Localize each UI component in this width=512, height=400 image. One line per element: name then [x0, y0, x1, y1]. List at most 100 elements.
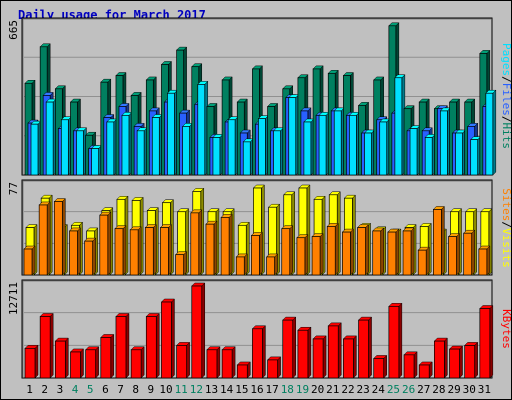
day-label-29: 29 — [447, 383, 460, 396]
kbytes-bar-day-9-side — [156, 312, 160, 379]
sites-bar-day-7 — [114, 228, 124, 276]
pages-bar-day-16 — [258, 118, 266, 176]
pages-bar-day-14 — [227, 119, 236, 176]
kbytes-bar-day-19-side — [307, 326, 312, 379]
day-label-10: 10 — [159, 383, 172, 396]
pages-bar-day-1 — [30, 123, 39, 176]
sites-bar-day-10 — [160, 227, 169, 276]
pages-bar-day-4 — [76, 130, 84, 176]
day-label-26: 26 — [402, 383, 415, 396]
day-label-20: 20 — [311, 383, 324, 396]
day-label-30: 30 — [463, 383, 476, 396]
pages-bar-day-21 — [333, 110, 342, 176]
pages-bar-day-2 — [45, 101, 54, 176]
kbytes-bar-day-15 — [236, 364, 248, 379]
kbytes-bar-day-30 — [464, 345, 476, 379]
sites-bar-day-15-side — [244, 253, 248, 276]
kbytes-bar-day-11 — [176, 345, 187, 379]
day-label-7: 7 — [117, 383, 124, 396]
sites-bar-day-23 — [357, 227, 366, 276]
sites-bar-day-7-side — [122, 225, 127, 276]
kbytes-bar-day-23 — [358, 319, 369, 379]
kbytes-bar-day-27 — [418, 364, 430, 379]
sites-bar-day-3-side — [62, 197, 66, 276]
sites-bar-day-18 — [281, 228, 291, 276]
day-label-6: 6 — [102, 383, 109, 396]
sites-bar-day-28-side — [441, 205, 445, 276]
day-label-8: 8 — [132, 383, 139, 396]
kbytes-bar-day-25 — [388, 305, 400, 379]
kbytes-bar-day-24 — [373, 358, 385, 379]
pages-bar-day-28 — [440, 110, 448, 176]
kbytes-bar-day-17-side — [277, 356, 281, 379]
sites-bar-day-29-side — [456, 232, 460, 276]
kbytes-bar-day-21-side — [337, 322, 342, 379]
sites-bar-day-12 — [190, 212, 200, 276]
pages-bar-day-3 — [60, 119, 69, 176]
pages-bar-day-24 — [379, 121, 388, 176]
pages-bar-day-31-side — [492, 89, 497, 176]
day-label-5: 5 — [87, 383, 94, 396]
kbytes-bar-day-19 — [297, 329, 309, 379]
sites-bar-day-17 — [266, 256, 275, 276]
sites-bar-day-20 — [311, 236, 321, 276]
right-label-sites-visits-part: Sites — [500, 188, 512, 221]
sites-bar-day-30-side — [471, 229, 475, 276]
sites-bar-day-25 — [387, 231, 397, 276]
kbytes-bar-day-14-side — [231, 346, 236, 379]
right-label-sites-visits-part: / — [500, 221, 512, 228]
day-label-24: 24 — [372, 383, 386, 396]
sites-bar-day-5 — [84, 240, 93, 276]
kbytes-bar-day-3-side — [65, 337, 69, 379]
panel-3-ymax-label: 12711 — [7, 282, 20, 315]
kbytes-bar-day-6 — [100, 337, 112, 379]
kbytes-bar-day-1-side — [34, 344, 39, 379]
kbytes-bar-day-21 — [327, 325, 339, 379]
kbytes-bar-day-7-side — [125, 312, 130, 379]
pages-bar-day-20 — [318, 114, 327, 176]
day-label-1: 1 — [26, 383, 33, 396]
pages-bar-day-13 — [212, 137, 221, 176]
kbytes-bar-day-29-side — [459, 345, 463, 379]
kbytes-bar-day-2 — [39, 316, 51, 379]
sites-bar-day-8-side — [137, 226, 142, 276]
sites-bar-day-23-side — [365, 223, 369, 276]
sites-bar-day-6 — [99, 214, 109, 276]
sites-bar-day-31 — [478, 248, 488, 276]
kbytes-bar-day-22-side — [353, 335, 357, 379]
kbytes-bar-day-3 — [54, 340, 66, 379]
sites-bar-day-26-side — [410, 227, 415, 276]
pages-bar-day-30 — [470, 139, 479, 176]
kbytes-bar-day-13 — [206, 349, 218, 379]
kbytes-bar-day-8 — [130, 349, 142, 379]
sites-bar-day-29 — [448, 236, 457, 276]
kbytes-bar-day-13-side — [216, 346, 221, 379]
day-label-2: 2 — [41, 383, 48, 396]
kbytes-bar-day-31 — [479, 308, 491, 379]
day-label-23: 23 — [357, 383, 370, 396]
day-label-9: 9 — [148, 383, 155, 396]
kbytes-bar-day-9 — [145, 316, 157, 379]
kbytes-bar-day-14 — [221, 349, 233, 379]
sites-bar-day-16-side — [259, 231, 263, 276]
kbytes-bar-day-8-side — [140, 346, 145, 379]
pages-bar-day-29 — [455, 132, 463, 176]
pages-bar-day-18 — [288, 97, 297, 176]
sites-bar-day-5-side — [92, 237, 96, 276]
kbytes-bar-day-20 — [312, 338, 324, 379]
sites-bar-day-20-side — [319, 232, 324, 276]
kbytes-bar-day-29 — [449, 348, 460, 379]
day-label-15: 15 — [235, 383, 248, 396]
sites-bar-day-11 — [175, 254, 184, 276]
sites-bar-day-1-side — [31, 245, 36, 276]
sites-bar-day-26 — [402, 230, 412, 276]
kbytes-bar-day-10-side — [171, 298, 175, 379]
sites-bar-day-19-side — [304, 234, 309, 276]
sites-bar-day-15 — [235, 256, 245, 276]
kbytes-bar-day-16-side — [262, 325, 266, 379]
kbytes-bar-day-6-side — [110, 333, 115, 379]
kbytes-bar-day-1 — [24, 347, 36, 379]
pages-bar-day-8 — [136, 130, 145, 176]
right-label-sites-visits-part: Visits — [500, 228, 512, 268]
pages-bar-day-11 — [182, 126, 190, 176]
